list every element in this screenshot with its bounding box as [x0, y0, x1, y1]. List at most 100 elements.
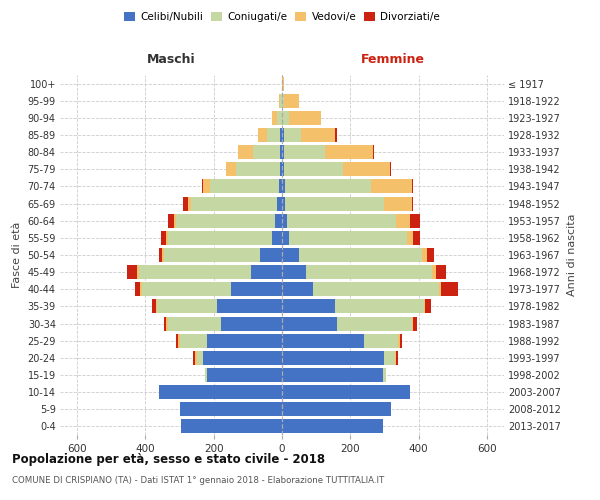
Bar — [152, 300, 155, 314]
Bar — [197, 351, 203, 365]
Bar — [436, 265, 446, 279]
Bar — [282, 162, 284, 176]
Bar — [260, 248, 282, 262]
Bar — [266, 128, 280, 142]
Bar — [272, 231, 282, 245]
Bar — [176, 334, 178, 347]
Bar — [284, 128, 301, 142]
Bar — [167, 231, 272, 245]
Bar — [286, 196, 385, 210]
Bar — [155, 300, 157, 314]
Bar — [280, 162, 282, 176]
Bar — [337, 316, 412, 330]
Bar — [207, 334, 282, 347]
Bar — [282, 368, 383, 382]
Bar — [282, 265, 306, 279]
Bar — [395, 351, 397, 365]
Bar — [343, 162, 389, 176]
Text: Popolazione per età, sesso e stato civile - 2018: Popolazione per età, sesso e stato civil… — [12, 452, 325, 466]
Bar — [289, 111, 321, 125]
Bar — [286, 180, 371, 194]
Bar — [207, 368, 282, 382]
Bar — [203, 351, 282, 365]
Bar — [313, 282, 439, 296]
Bar — [275, 214, 282, 228]
Bar — [282, 111, 289, 125]
Bar — [282, 196, 286, 210]
Bar — [412, 180, 413, 194]
Bar — [176, 214, 275, 228]
Bar — [203, 180, 210, 194]
Bar — [385, 351, 395, 365]
Bar — [282, 128, 284, 142]
Bar — [425, 300, 431, 314]
Bar — [181, 420, 282, 434]
Bar — [166, 231, 167, 245]
Legend: Celibi/Nubili, Coniugati/e, Vedovi/e, Divorziati/e: Celibi/Nubili, Coniugati/e, Vedovi/e, Di… — [120, 8, 444, 26]
Bar — [278, 180, 282, 194]
Bar — [140, 282, 142, 296]
Bar — [373, 145, 374, 159]
Bar — [238, 145, 253, 159]
Bar — [335, 128, 337, 142]
Bar — [441, 282, 458, 296]
Bar — [282, 231, 289, 245]
Bar — [400, 334, 401, 347]
Bar — [175, 214, 176, 228]
Bar — [398, 334, 400, 347]
Bar — [335, 300, 424, 314]
Bar — [142, 282, 231, 296]
Bar — [424, 300, 425, 314]
Bar — [231, 282, 282, 296]
Bar — [282, 385, 410, 399]
Y-axis label: Anni di nascita: Anni di nascita — [566, 214, 577, 296]
Bar — [282, 94, 284, 108]
Bar — [284, 162, 343, 176]
Bar — [205, 368, 207, 382]
Bar — [439, 282, 441, 296]
Bar — [272, 111, 277, 125]
Bar — [282, 180, 286, 194]
Bar — [280, 145, 282, 159]
Bar — [164, 316, 166, 330]
Bar — [280, 94, 282, 108]
Bar — [191, 196, 277, 210]
Bar — [287, 214, 397, 228]
Bar — [163, 248, 164, 262]
Bar — [282, 145, 284, 159]
Text: COMUNE DI CRISPIANO (TA) - Dati ISTAT 1° gennaio 2018 - Elaborazione TUTTITALIA.: COMUNE DI CRISPIANO (TA) - Dati ISTAT 1°… — [12, 476, 384, 485]
Text: Femmine: Femmine — [361, 52, 425, 66]
Bar — [167, 316, 221, 330]
Bar — [397, 214, 410, 228]
Bar — [282, 351, 385, 365]
Bar — [282, 214, 287, 228]
Bar — [179, 334, 207, 347]
Bar — [193, 351, 195, 365]
Bar — [258, 128, 266, 142]
Bar — [410, 214, 421, 228]
Bar — [412, 316, 413, 330]
Bar — [389, 162, 391, 176]
Bar — [282, 334, 364, 347]
Bar — [364, 334, 398, 347]
Bar — [385, 196, 412, 210]
Bar — [371, 180, 412, 194]
Bar — [284, 145, 325, 159]
Bar — [135, 282, 140, 296]
Bar — [159, 385, 282, 399]
Text: Maschi: Maschi — [146, 52, 196, 66]
Bar — [282, 248, 299, 262]
Bar — [289, 231, 407, 245]
Bar — [280, 128, 282, 142]
Bar — [299, 248, 422, 262]
Bar — [278, 94, 280, 108]
Bar — [179, 402, 282, 416]
Bar — [383, 368, 386, 382]
Bar — [188, 196, 191, 210]
Bar — [397, 351, 398, 365]
Bar — [432, 265, 436, 279]
Bar — [183, 196, 188, 210]
Bar — [166, 316, 167, 330]
Bar — [282, 76, 284, 90]
Bar — [284, 94, 299, 108]
